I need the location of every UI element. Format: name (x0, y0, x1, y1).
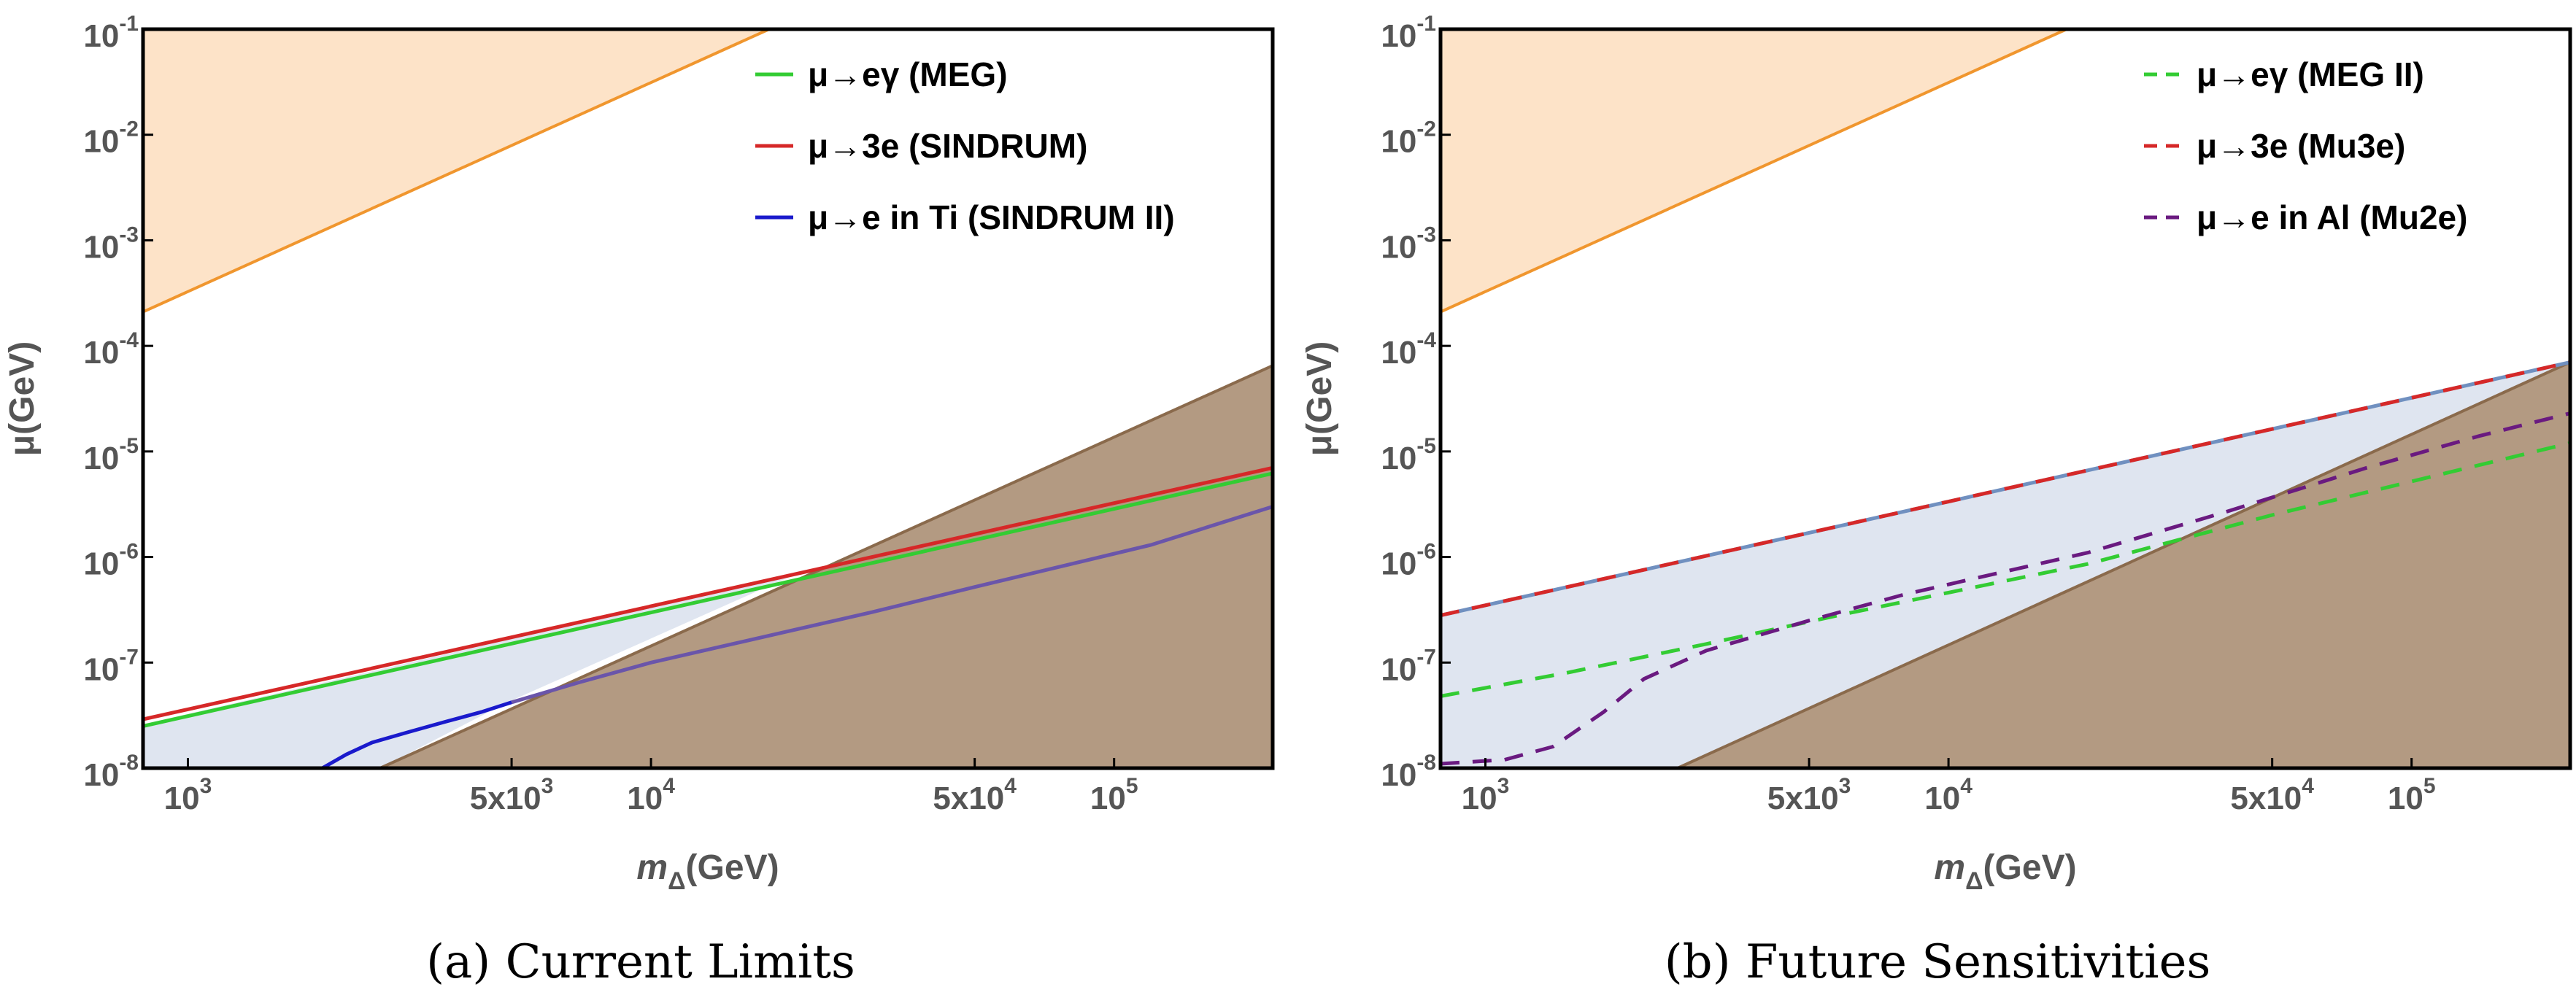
series-line-3 (1441, 411, 2570, 766)
region-1 (143, 572, 801, 768)
legend-entry: μ→eγ (MEG) (755, 55, 1008, 93)
y-tick-label: 10-7 (83, 645, 139, 687)
region-edge-2 (1677, 360, 2570, 768)
x-tick-label: 5x104 (933, 774, 1017, 816)
legend-entry: μ→3e (Mu3e) (2144, 127, 2405, 165)
y-tick-label: 10-2 (1381, 117, 1436, 160)
series-line-1 (1441, 441, 2570, 698)
panel-caption: (b) Future Sensitivities (1665, 935, 2211, 989)
x-axis-label: mΔ(GeV) (1934, 848, 2076, 895)
region-edge-0 (1441, 29, 2067, 314)
y-tick-label: 10-6 (1381, 540, 1436, 582)
y-tick-label: 10-3 (1381, 222, 1436, 265)
series-line-2 (1441, 360, 2570, 618)
x-tick-label: 104 (627, 774, 675, 816)
legend-entry: μ→eγ (MEG II) (2144, 55, 2424, 93)
y-tick-label: 10-5 (83, 434, 139, 476)
y-tick-label: 10-7 (1381, 645, 1436, 687)
legend-label: μ→3e (SINDRUM) (808, 127, 1087, 165)
panel-caption: (a) Current Limits (426, 935, 855, 989)
legend-entry: μ→3e (SINDRUM) (755, 127, 1087, 165)
y-axis-label: μ(GeV) (1300, 341, 1339, 456)
plot-frame (141, 27, 1275, 770)
y-tick-label: 10-8 (1381, 751, 1436, 793)
y-tick-label: 10-8 (83, 751, 139, 793)
x-tick-label: 5x104 (2230, 774, 2314, 816)
x-tick-label: 5x103 (470, 774, 554, 816)
series-line-0 (143, 471, 1273, 728)
x-axis-label: mΔ(GeV) (636, 848, 779, 895)
plot-area (1441, 29, 2570, 768)
plot-frame (1438, 27, 2572, 770)
y-tick-label: 10-4 (83, 328, 139, 371)
y-tick-label: 10-5 (1381, 434, 1436, 476)
x-tick-label: 105 (1090, 774, 1138, 816)
legend-label: μ→3e (Mu3e) (2197, 127, 2405, 165)
y-tick-label: 10-4 (1381, 328, 1436, 371)
panel-current-limits: 10-8 10-7 10-6 10-5 10-4 10-3 10-2 10-1 103 5x103… (3, 12, 1275, 989)
x-tick-label: 103 (164, 774, 212, 816)
series-line-2 (321, 700, 512, 768)
series-line-3 (511, 505, 1273, 705)
legend-entry: μ→e in Al (Mu2e) (2144, 198, 2467, 236)
x-tick-label: 5x103 (1767, 774, 1851, 816)
x-tick-label: 105 (2388, 774, 2436, 816)
legend-entry: μ→e in Ti (SINDRUM II) (755, 198, 1175, 236)
y-tick-label: 10-2 (83, 117, 139, 160)
y-tick-label: 10-6 (83, 540, 139, 582)
legend-label: μ→e in Al (Mu2e) (2197, 198, 2467, 236)
y-axis-label: μ(GeV) (3, 341, 42, 456)
plot-area (143, 29, 1273, 768)
y-tick-label: 10-1 (1381, 12, 1436, 54)
region-edge-0 (143, 29, 770, 314)
legend-label: μ→e in Ti (SINDRUM II) (808, 198, 1175, 236)
panel-future-sensitivities: 10-8 10-7 10-6 10-5 10-4 10-3 10-2 10-1 103 5x103… (1300, 12, 2572, 989)
legend-label: μ→eγ (MEG) (808, 55, 1008, 93)
y-tick-label: 10-3 (83, 222, 139, 265)
legend-label: μ→eγ (MEG II) (2197, 55, 2424, 93)
region-1 (1441, 362, 2570, 768)
x-tick-label: 103 (1462, 774, 1510, 816)
series-line-1 (143, 465, 1273, 721)
x-tick-label: 104 (1924, 774, 1973, 816)
y-tick-label: 10-1 (83, 12, 139, 54)
